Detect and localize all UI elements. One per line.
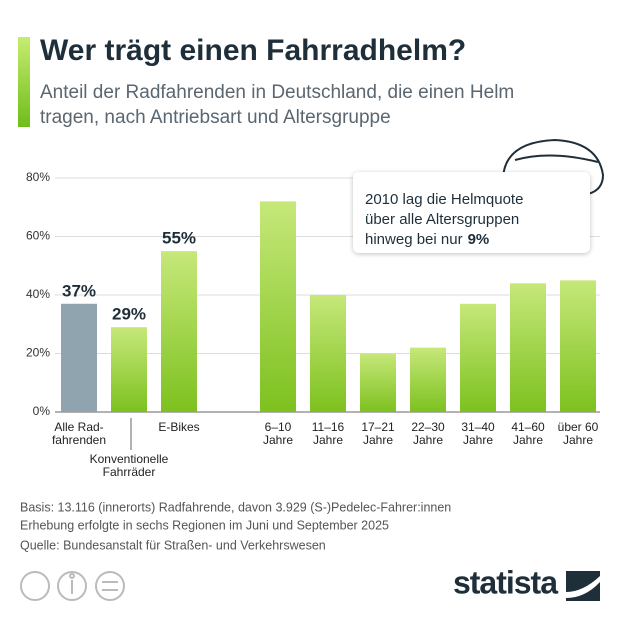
annotation-text: hinweg bei nur — [365, 231, 463, 248]
x-tick-label: 22–30 Jahre — [411, 420, 445, 447]
x-tick-label: 41–60 Jahre — [511, 420, 545, 447]
bar — [111, 327, 147, 412]
y-tick-label: 80% — [26, 170, 50, 184]
x-tick-label: E-Bikes — [158, 420, 199, 434]
x-tick-label: 6–10 Jahre — [263, 420, 293, 447]
bar — [460, 303, 496, 412]
value-label: 37% — [62, 281, 96, 300]
subtitle: Anteil der Radfahrenden in Deutschland, … — [40, 82, 514, 103]
subtitle: tragen, nach Antriebsart und Altersgrupp… — [40, 107, 391, 128]
x-tick-label: 31–40 Jahre — [461, 420, 495, 447]
note: Erhebung erfolgte in sechs Regionen im J… — [20, 518, 389, 532]
license-icons — [20, 571, 125, 601]
y-tick-label: 0% — [33, 404, 51, 418]
bar — [161, 251, 197, 412]
y-tick-label: 40% — [26, 287, 50, 301]
bar — [310, 295, 346, 412]
title-accent — [18, 37, 30, 127]
bar — [260, 201, 296, 412]
annotation-box — [353, 172, 590, 253]
annotation: 2010 lag die Helmquote über alle Altersgr… — [365, 191, 523, 248]
value-label: 29% — [112, 305, 146, 324]
annotation-text: über alle Altersgruppen — [365, 211, 519, 228]
bar — [360, 353, 396, 412]
value-label: 55% — [162, 229, 196, 248]
brand-icon — [566, 571, 600, 601]
y-tick-label: 60% — [26, 229, 50, 243]
annotation-text: 2010 lag die Helmquote — [365, 191, 523, 208]
bar — [410, 347, 446, 412]
bar — [510, 283, 546, 412]
x-tick-label: über 60 Jahre — [558, 420, 599, 447]
bar — [560, 280, 596, 412]
annotation-value: 9% — [468, 231, 490, 248]
y-tick-label: 20% — [26, 346, 50, 360]
bar — [61, 303, 97, 412]
source: Quelle: Bundesanstalt für Straßen- und V… — [20, 538, 326, 552]
chart-title: Wer trägt einen Fahrradhelm? — [40, 34, 466, 67]
plot: 0% 20% 40% 60% 80% Alle Rad-fahrenden 37% Konve… — [26, 170, 600, 479]
brand: statista — [453, 564, 558, 600]
x-tick-label: Konventionelle Fahrräder — [90, 452, 169, 479]
x-tick-label: Alle Rad-fahrenden — [52, 420, 106, 447]
note: Basis: 13.116 (innerorts) Radfahrende, d… — [20, 500, 451, 514]
x-tick-label: 11–16 Jahre — [312, 420, 345, 447]
x-tick-label: 17–21 Jahre — [361, 420, 395, 447]
